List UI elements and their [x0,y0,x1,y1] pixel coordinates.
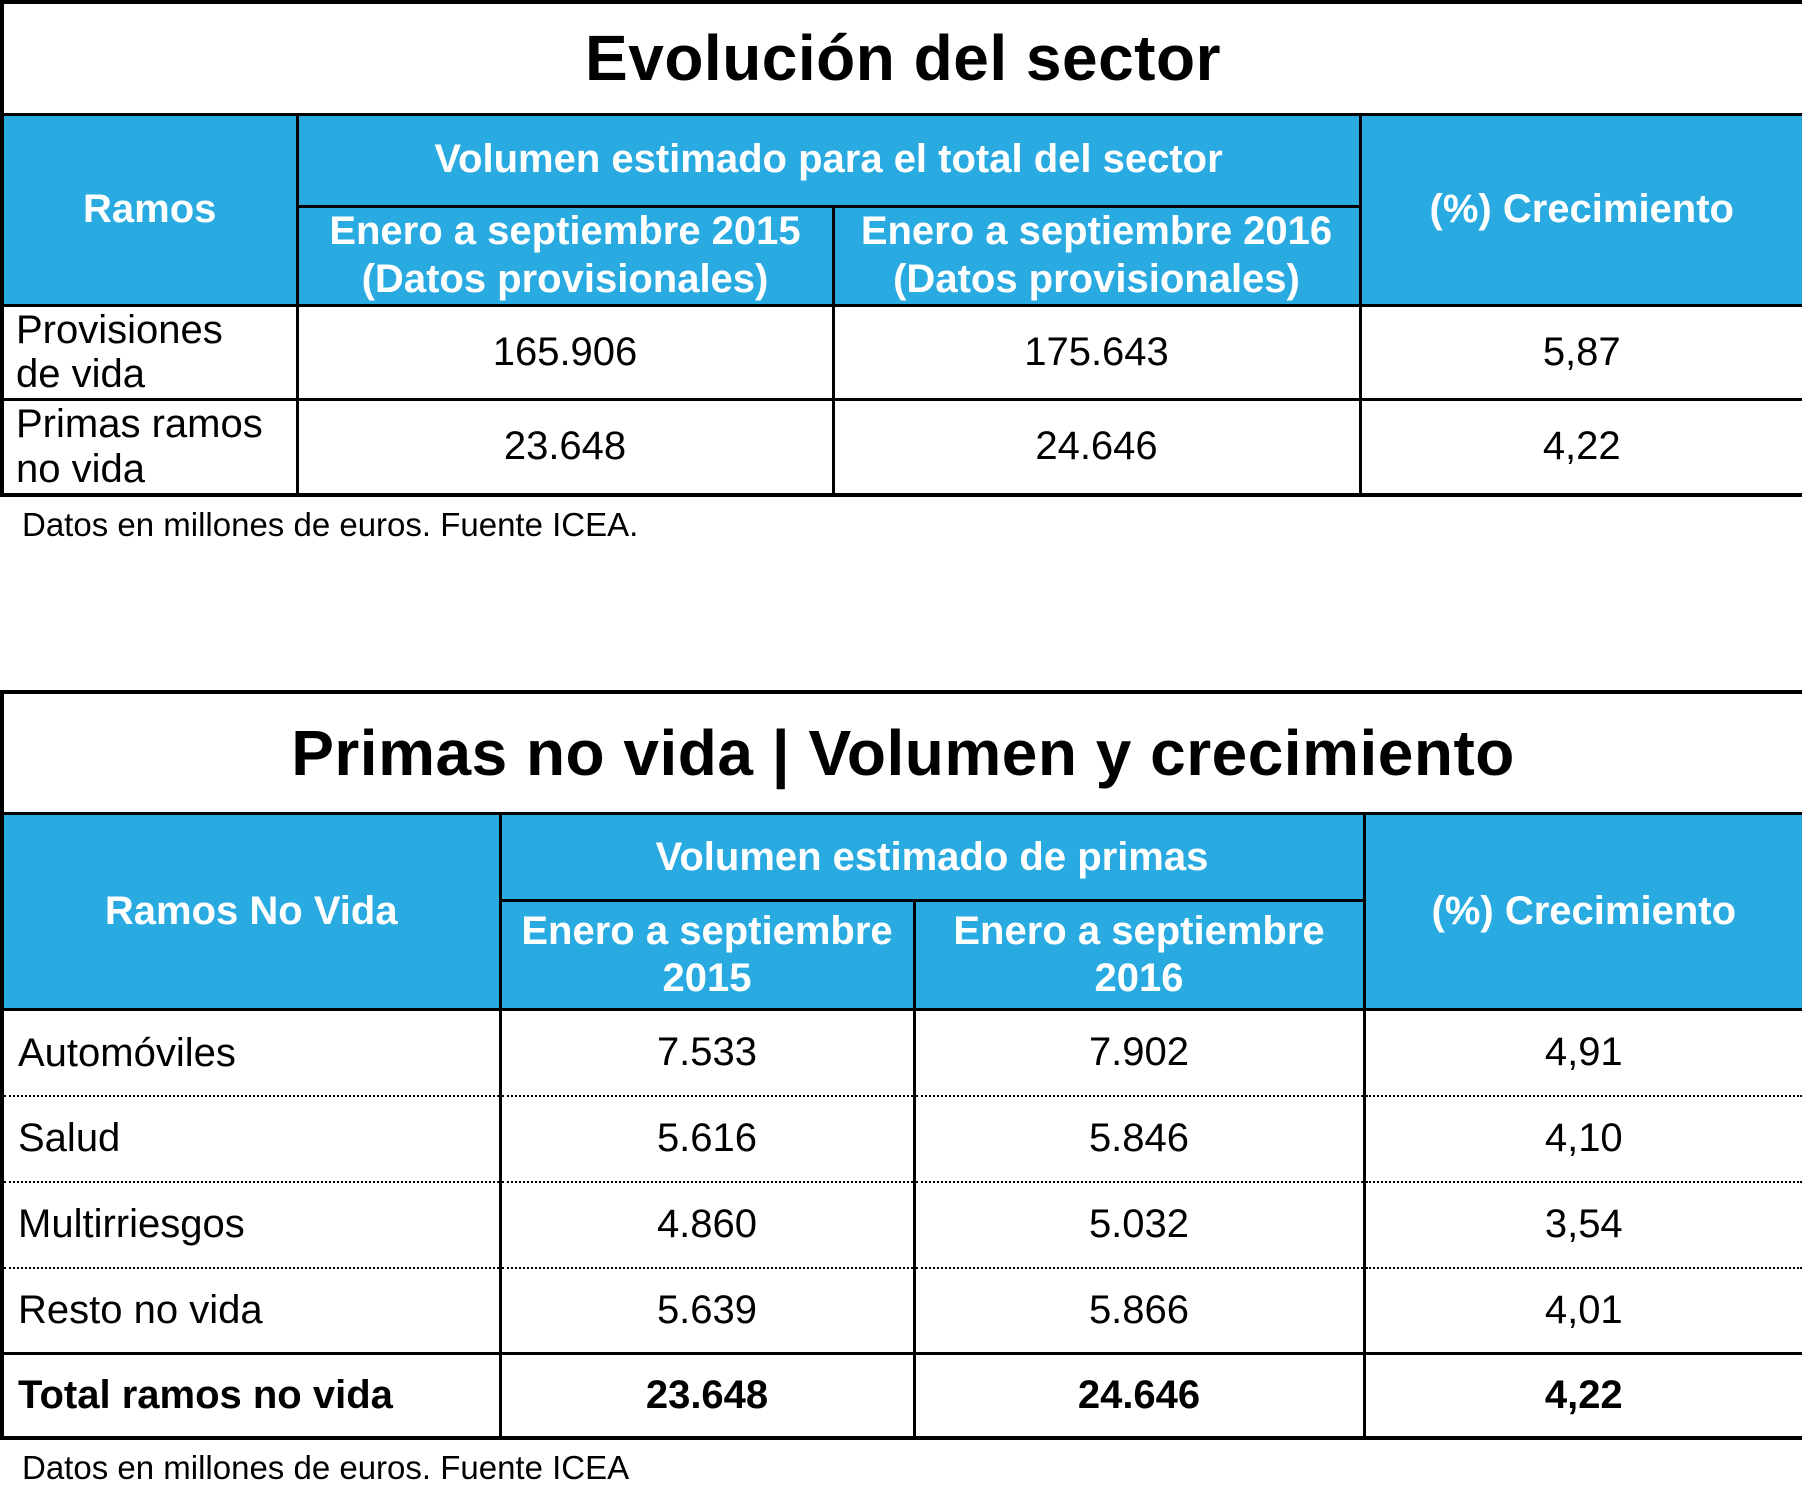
table-row: Evolución del sector [0,0,1802,116]
column-header-2015: Enero a septiembre 2015 [498,899,916,1012]
cell-2016: 7.902 [912,1008,1366,1096]
cell-2016: 24.646 [831,398,1362,497]
table2-footnote: Datos en millones de euros. Fuente ICEA [0,1439,1802,1487]
table1-footnote: Datos en millones de euros. Fuente ICEA. [0,496,1802,544]
cell-growth: 3,54 [1362,1180,1802,1268]
column-header-volume-group: Volumen estimado de primas [498,812,1366,903]
cell-2016: 5.866 [912,1266,1366,1354]
cell-2016: 175.643 [831,303,1362,402]
cell-2016: 5.032 [912,1180,1366,1268]
column-header-growth: (%) Crecimiento [1358,112,1802,307]
column-header-ramos: Ramos [0,112,299,307]
column-header-growth: (%) Crecimiento [1362,812,1802,1012]
table-row: Automóviles 7.533 7.902 4,91 [0,1008,1802,1096]
row-label: Resto no vida [0,1266,502,1354]
cell-growth: 5,87 [1358,303,1802,402]
cell-2015: 4.860 [498,1180,916,1268]
total-cell-2016: 24.646 [912,1352,1366,1440]
row-label: Automóviles [0,1008,502,1096]
column-header-ramos-no-vida: Ramos No Vida [0,812,502,1012]
total-cell-2015: 23.648 [498,1352,916,1440]
table-row: Resto no vida 5.639 5.866 4,01 [0,1266,1802,1354]
row-label: Salud [0,1094,502,1182]
cell-2016: 5.846 [912,1094,1366,1182]
cell-growth: 4,91 [1362,1008,1802,1096]
cell-growth: 4,22 [1358,398,1802,497]
total-row-label: Total ramos no vida [0,1352,502,1440]
row-label: Provisiones de vida [0,303,299,402]
non-life-premiums-table: Primas no vida | Volumen y crecimiento R… [0,689,1802,1440]
row-label: Multirriesgos [0,1180,502,1268]
cell-2015: 7.533 [498,1008,916,1096]
table-row: Provisiones de vida 165.906 175.643 5,87 [0,303,1802,402]
total-cell-growth: 4,22 [1362,1352,1802,1440]
column-header-2016: Enero a septiembre 2016 (Datos provision… [831,204,1362,307]
table-row: Primas no vida | Volumen y crecimiento [0,691,1802,816]
table-row: Ramos No Vida Volumen estimado de primas… [0,812,1802,1012]
table2-title: Primas no vida | Volumen y crecimiento [0,691,1802,816]
table-row: Salud 5.616 5.846 4,10 [0,1094,1802,1182]
cell-growth: 4,01 [1362,1266,1802,1354]
table-row: Primas ramos no vida 23.648 24.646 4,22 [0,398,1802,497]
cell-growth: 4,10 [1362,1094,1802,1182]
spacer [0,544,1802,690]
sector-evolution-table: Evolución del sector Ramos Volumen estim… [0,0,1802,497]
cell-2015: 5.616 [498,1094,916,1182]
table1-title: Evolución del sector [0,0,1802,116]
table-row: Enero a septiembre 2015 (Datos provision… [2,204,1802,307]
total-row: Total ramos no vida 23.648 24.646 4,22 [0,1352,1802,1440]
table-row: Ramos Volumen estimado para el total del… [0,112,1802,307]
table-row: Enero a septiembre 2015 Enero a septiemb… [2,899,1802,1012]
column-header-2015: Enero a septiembre 2015 (Datos provision… [295,204,835,307]
cell-2015: 23.648 [295,398,835,497]
table-row: Multirriesgos 4.860 5.032 3,54 [0,1180,1802,1268]
cell-2015: 5.639 [498,1266,916,1354]
row-label: Primas ramos no vida [0,398,299,497]
column-header-2016: Enero a septiembre 2016 [912,899,1366,1012]
column-header-volume-group: Volumen estimado para el total del secto… [295,112,1362,208]
cell-2015: 165.906 [295,303,835,402]
